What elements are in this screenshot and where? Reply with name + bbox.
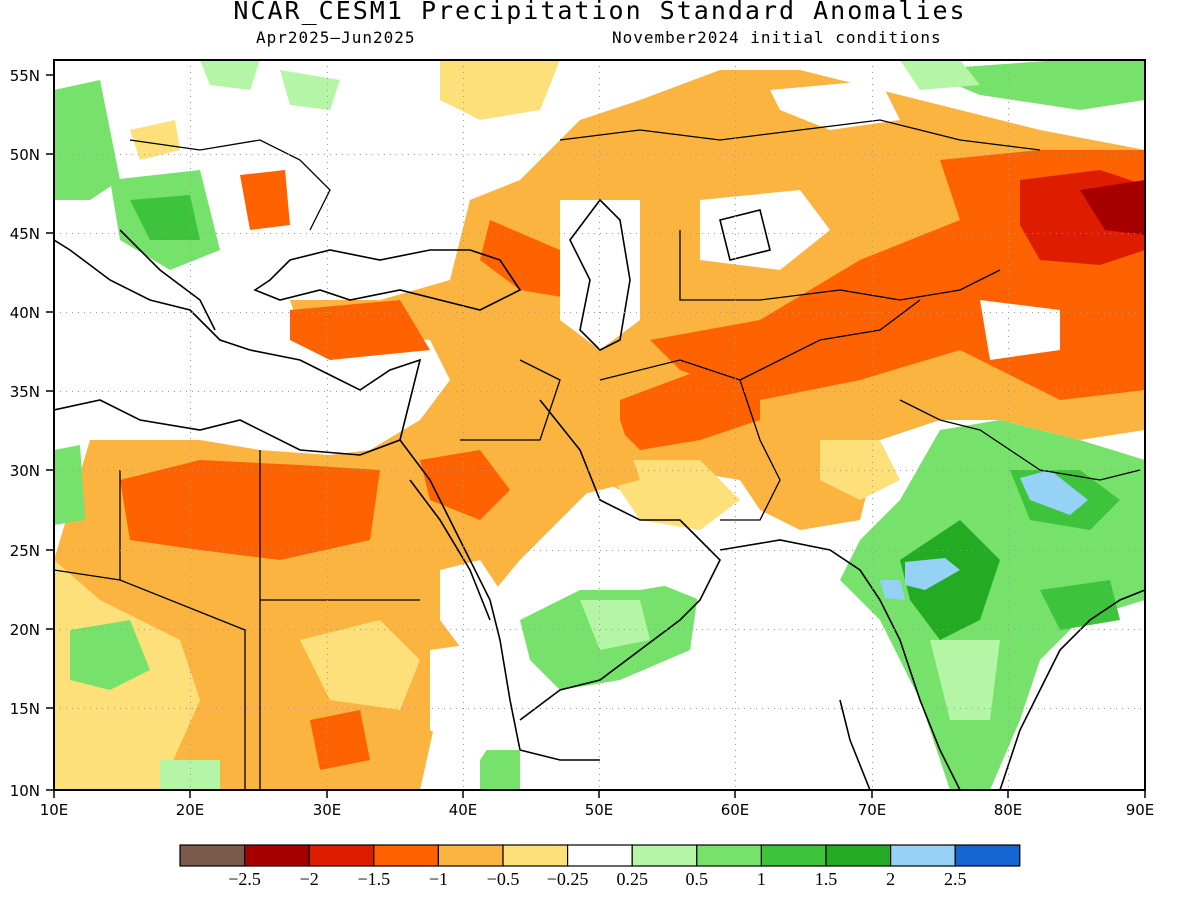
colorbar-label: 2 [886, 869, 895, 889]
lat-label: 55N [10, 67, 40, 85]
season-subtitle: Apr2025–Jun2025 [256, 28, 416, 47]
colorbar-swatch [825, 844, 892, 867]
colorbar-label: 1 [757, 869, 766, 889]
colorbar-swatch [566, 844, 633, 867]
lon-label: 30E [313, 801, 342, 819]
colorbar-swatch [954, 844, 1021, 867]
initial-conditions-subtitle: November2024 initial conditions [612, 28, 942, 47]
colorbar-label: 0.5 [686, 869, 709, 889]
colorbar-label: 2.5 [944, 869, 967, 889]
colorbar-swatch [889, 844, 956, 867]
colorbar-label: 1.5 [815, 869, 838, 889]
colorbar-swatch [308, 844, 375, 867]
lat-label: 15N [10, 700, 40, 718]
coastlines [54, 198, 1145, 790]
colorbar-label: 0.25 [616, 869, 648, 889]
colorbar-label: −1 [429, 869, 448, 889]
colorbar-swatch [760, 844, 827, 867]
colorbar-swatch [373, 844, 439, 867]
colorbar-swatch [502, 844, 569, 867]
colorbar-label: −0.25 [547, 869, 589, 889]
lon-label: 50E [585, 801, 614, 819]
lat-label: 30N [10, 462, 40, 480]
lat-label: 40N [10, 304, 40, 322]
lat-label: 45N [10, 225, 40, 243]
colorbar-label: −0.5 [487, 869, 520, 889]
colorbar-label: −1.5 [357, 869, 390, 889]
lon-label: 10E [40, 801, 69, 819]
colorbar-swatch [437, 844, 504, 867]
longitude-labels: 10E 20E 30E 40E 50E 60E 70E 80E 90E [40, 801, 1155, 819]
lat-label: 25N [10, 542, 40, 560]
lon-label: 40E [449, 801, 478, 819]
lat-label: 35N [10, 383, 40, 401]
colorbar-label: −2.5 [228, 869, 261, 889]
country-borders [54, 119, 1141, 790]
latitude-labels: 55N 50N 45N 40N 35N 30N 25N 20N 15N 10N [10, 67, 40, 800]
colorbar-swatch [631, 844, 698, 867]
lon-label: 90E [1126, 801, 1155, 819]
lon-label: 20E [176, 801, 205, 819]
lon-label: 60E [721, 801, 750, 819]
colorbar-swatch [696, 844, 762, 867]
lat-label: 20N [10, 621, 40, 639]
lon-label: 70E [858, 801, 887, 819]
lat-label: 10N [10, 782, 40, 800]
colorbar: −2.5 −2 −1.5 −1 −0.5 −0.25 0.25 0.5 1 1.5 2 2.5 [179, 844, 1021, 889]
colorbar-swatch [244, 844, 310, 867]
lat-label: 50N [10, 146, 40, 164]
axis-ticks [46, 74, 1146, 798]
map-title: NCAR_CESM1 Precipitation Standard Anomal… [233, 0, 967, 25]
anomaly-field [54, 60, 1145, 790]
colorbar-swatch [179, 844, 246, 867]
colorbar-label: −2 [300, 869, 319, 889]
lon-label: 80E [994, 801, 1023, 819]
